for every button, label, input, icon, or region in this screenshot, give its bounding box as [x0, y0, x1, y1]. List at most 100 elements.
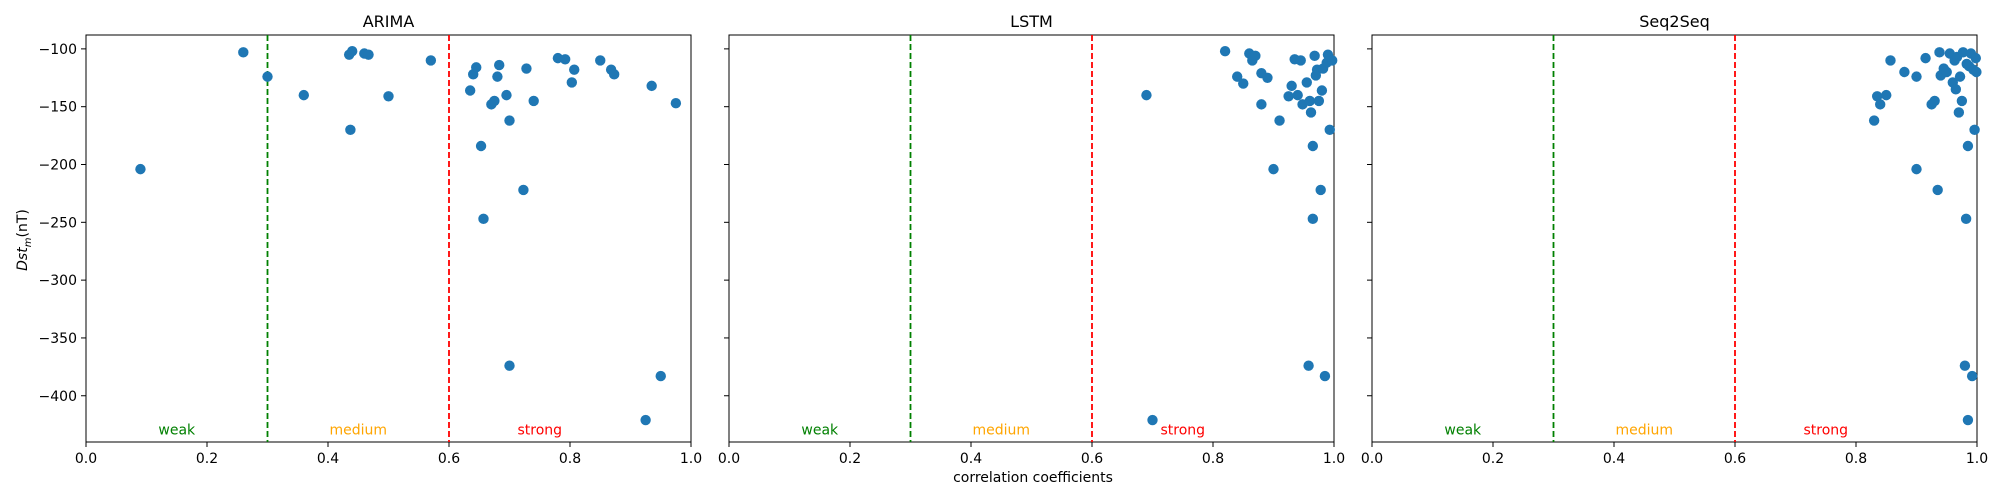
x-tick-label: 0.4 [1603, 451, 1625, 467]
data-point [1911, 71, 1922, 82]
data-point [425, 55, 437, 66]
data-point [1920, 52, 1931, 64]
data-point [298, 89, 309, 101]
data-point [1875, 99, 1886, 110]
data-point [559, 54, 571, 65]
data-point [595, 55, 606, 66]
x-axis-label: correlation coefficients [953, 470, 1113, 486]
data-point [1316, 85, 1328, 96]
data-point [1956, 95, 1968, 107]
data-point [1315, 184, 1326, 196]
data-point [1941, 66, 1952, 78]
data-point [238, 47, 249, 58]
data-point [464, 85, 476, 96]
data-point [1954, 71, 1966, 82]
zone-label-strong: strong [1803, 422, 1848, 438]
y-axis-label-sub: m [23, 237, 34, 247]
data-point [347, 45, 358, 57]
data-point [1313, 95, 1325, 107]
data-point [1301, 77, 1312, 88]
data-point [504, 360, 515, 371]
data-point [1307, 213, 1319, 225]
x-tick-label: 0.6 [1081, 451, 1103, 467]
x-tick-label: 0.4 [317, 451, 339, 467]
data-point [1957, 47, 1969, 58]
chart-panel: Seq2Seq 0.0 0.2 0.4 0.6 0.8 1.0 weak medium stron… [1361, 12, 1988, 467]
data-point [1256, 99, 1267, 110]
data-point [1960, 213, 1972, 225]
data-point [1232, 71, 1243, 82]
plot-frame [1371, 34, 1978, 443]
data-point [1238, 78, 1249, 89]
data-point [1959, 360, 1971, 371]
data-point [1250, 50, 1261, 62]
data-point [569, 64, 580, 75]
y-tick-label: −350 [39, 331, 77, 347]
data-point [1885, 55, 1896, 66]
data-point [1953, 107, 1965, 118]
data-point [1295, 55, 1306, 66]
data-point [1319, 370, 1331, 382]
y-axis-label: Dstm(nT) [15, 209, 34, 271]
x-tick-label: 0.2 [1482, 451, 1504, 467]
data-point [528, 95, 539, 107]
data-point [566, 77, 578, 88]
zone-label-strong: strong [1160, 422, 1205, 438]
x-tick-label: 0.2 [839, 451, 861, 467]
data-point [1966, 370, 1978, 382]
zone-label-medium: medium [972, 422, 1030, 438]
data-point [383, 91, 394, 102]
data-point [1286, 80, 1297, 92]
data-point [670, 98, 682, 109]
data-point [471, 62, 482, 73]
x-tick-label: 0.0 [718, 451, 740, 467]
data-point [1934, 47, 1945, 58]
zone-label-weak: weak [158, 422, 196, 438]
plot-frame [728, 34, 1335, 443]
data-point [1147, 414, 1158, 426]
data-point [1929, 95, 1940, 107]
data-point [1141, 89, 1152, 101]
data-point [478, 213, 489, 225]
data-point [1283, 91, 1294, 102]
data-point [1219, 45, 1231, 57]
data-point [1304, 95, 1316, 107]
y-axis-label-main: Dst [15, 247, 31, 271]
x-tick-label: 0.6 [1724, 451, 1746, 467]
zone-label-weak: weak [801, 422, 839, 438]
panel-title: ARIMA [363, 12, 415, 31]
x-tick-label: 0.6 [438, 451, 460, 467]
data-point [492, 71, 503, 82]
chart-panel: ARIMA 0.0 0.2 0.4 0.6 0.8 1.0 −100 −150 −200 −250 −… [39, 12, 703, 467]
data-point [345, 124, 356, 136]
y-tick-label: −100 [39, 42, 77, 58]
data-point [262, 71, 273, 82]
zone-label-strong: strong [517, 422, 562, 438]
x-tick-label: 0.0 [75, 451, 97, 467]
data-point [504, 115, 515, 126]
data-point [1969, 124, 1980, 136]
data-point [655, 370, 666, 382]
x-tick-label: 0.0 [1361, 451, 1383, 467]
data-point [1971, 66, 1982, 78]
data-point [1950, 84, 1962, 95]
x-tick-label: 0.8 [1202, 451, 1224, 467]
plot-frame [85, 34, 692, 443]
x-tick-label: 0.8 [1845, 451, 1867, 467]
data-point [1962, 140, 1974, 152]
data-point [1871, 91, 1883, 102]
data-point [1268, 163, 1279, 175]
data-point [608, 69, 620, 80]
data-point [1292, 89, 1303, 101]
x-tick-label: 0.8 [559, 451, 581, 467]
data-point [1305, 107, 1317, 118]
data-point [1324, 124, 1335, 136]
panel-title: LSTM [1010, 12, 1053, 31]
zone-label-weak: weak [1444, 422, 1482, 438]
y-tick-label: −250 [39, 215, 77, 231]
data-point [1962, 414, 1974, 426]
x-tick-label: 1.0 [680, 451, 702, 467]
data-point [1307, 140, 1319, 152]
x-tick-label: 0.4 [960, 451, 982, 467]
